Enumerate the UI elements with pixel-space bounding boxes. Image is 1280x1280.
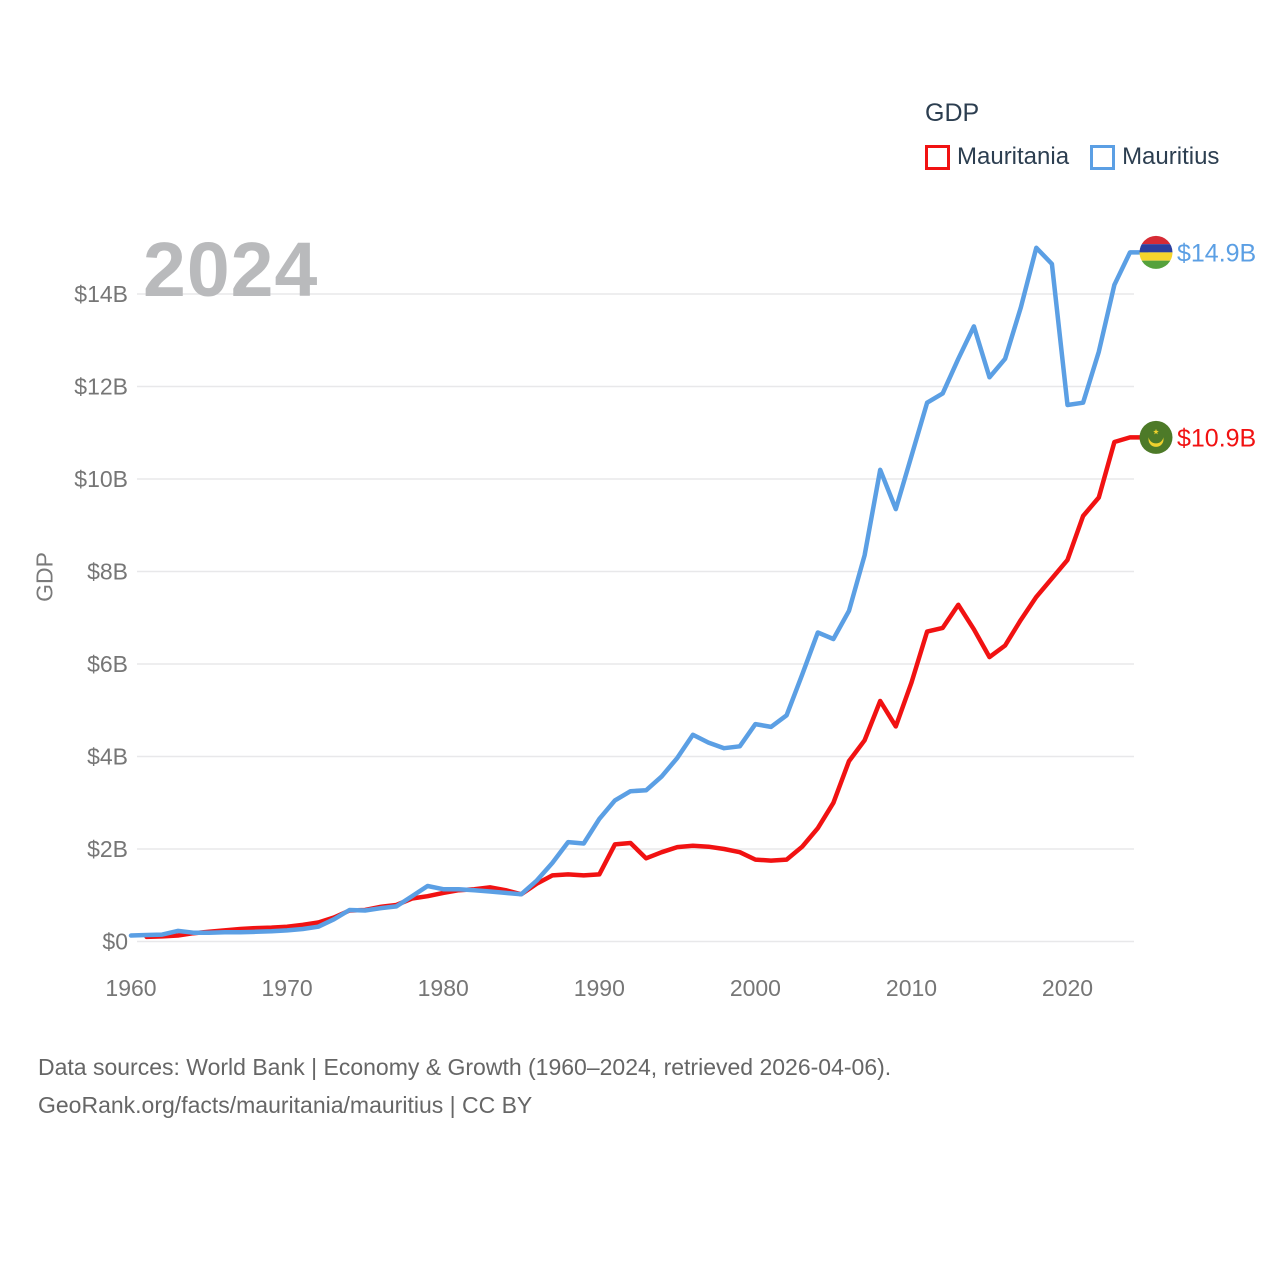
legend-item-mauritius[interactable]: Mauritius xyxy=(1090,143,1219,171)
legend-rows: Mauritania Mauritius xyxy=(925,143,1219,171)
data-sources-line: Data sources: World Bank | Economy & Gro… xyxy=(38,1054,892,1080)
grid-layer: $0 $2B $4B $6B $8B $10B $12B $14B 1960 1970 1980 19… xyxy=(74,281,1134,1001)
y-tick-label: $2B xyxy=(87,836,128,862)
y-tick-label: $12B xyxy=(74,374,128,400)
y-tick-label: $14B xyxy=(74,281,128,307)
legend-label-mauritania: Mauritania xyxy=(957,143,1070,170)
legend: GDP Mauritania Mauritius xyxy=(925,99,1219,171)
x-tick-label: 1980 xyxy=(418,975,469,1001)
x-tick-label: 2000 xyxy=(730,975,781,1001)
mauritania-line xyxy=(144,435,1149,940)
mauritius-end-value: $14.9B xyxy=(1177,239,1256,267)
x-tick-label: 1970 xyxy=(262,975,313,1001)
mauritius-line xyxy=(128,245,1149,938)
mauritania-swatch-icon xyxy=(925,144,950,170)
mauritania-flag-icon xyxy=(1139,420,1173,454)
y-tick-label: $6B xyxy=(87,651,128,677)
legend-label-mauritius: Mauritius xyxy=(1122,143,1220,170)
x-tick-label: 2010 xyxy=(886,975,937,1001)
y-tick-label: $10B xyxy=(74,466,128,492)
y-axis-title: GDP xyxy=(31,552,58,602)
y-tick-label: $8B xyxy=(87,559,128,585)
source-url-line: GeoRank.org/facts/mauritania/mauritius |… xyxy=(38,1092,533,1118)
x-tick-label: 2020 xyxy=(1042,975,1093,1001)
x-tick-label: 1960 xyxy=(105,975,156,1001)
x-tick-label: 1990 xyxy=(574,975,625,1001)
series-layer xyxy=(128,245,1149,940)
y-tick-label: $0 xyxy=(102,929,128,955)
legend-item-mauritania[interactable]: Mauritania xyxy=(925,143,1069,171)
mauritius-flag-icon xyxy=(1139,235,1173,269)
watermark-year: 2024 xyxy=(143,227,319,313)
mauritius-swatch-icon xyxy=(1090,144,1116,170)
legend-title: GDP xyxy=(925,99,980,127)
annotation-layer: $10.9B $14.9B xyxy=(1177,239,1256,452)
attribution: Data sources: World Bank | Economy & Gro… xyxy=(38,1048,891,1124)
mauritania-end-value: $10.9B xyxy=(1177,424,1256,452)
y-tick-label: $4B xyxy=(87,744,128,770)
